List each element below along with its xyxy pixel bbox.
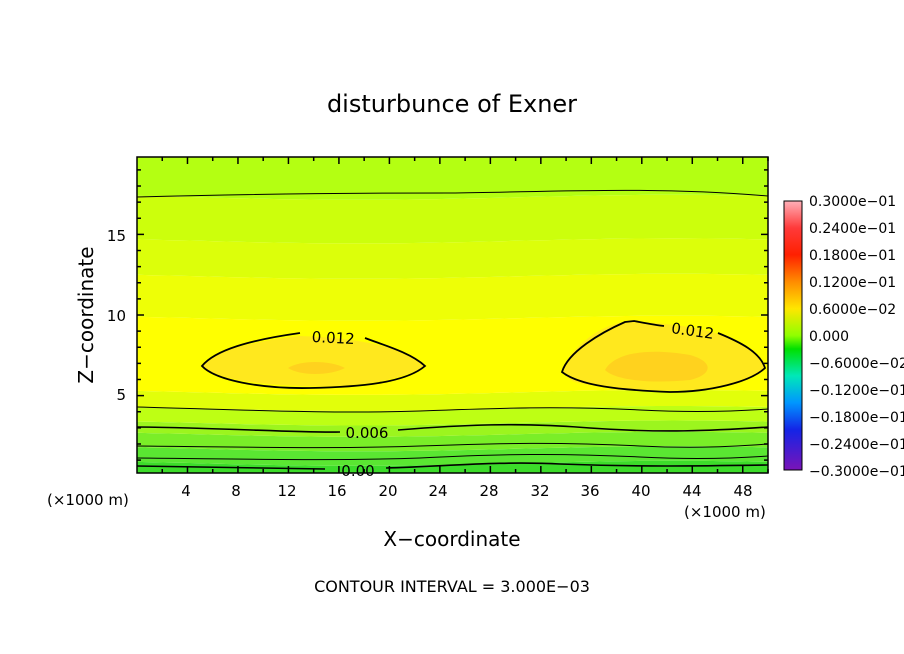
z-unit-label: (×1000 m): [47, 491, 129, 509]
y-axis-label: Z−coordinate: [74, 246, 98, 383]
y-tick-label: 10: [107, 307, 126, 325]
x-unit-label: (×1000 m): [684, 503, 766, 521]
colorbar-labels: 0.3000e−01 0.2400e−01 0.1800e−01 0.1200e…: [809, 194, 904, 480]
colorbar-label: −0.6000e−02: [809, 356, 904, 372]
core-right-inner: [605, 351, 708, 382]
contour-interval: CONTOUR INTERVAL = 3.000E−03: [314, 577, 590, 596]
contour-label-000: 0.00: [341, 462, 374, 480]
fill-band-5: [137, 406, 768, 426]
contour-label-012-right: 0.012: [670, 319, 715, 343]
x-tick-label: 32: [530, 482, 549, 500]
x-tick-label: 28: [479, 482, 498, 500]
chart-title: disturbunce of Exner: [327, 90, 577, 118]
fill-band-4: [137, 420, 768, 437]
y-tick-label: 15: [107, 227, 126, 245]
x-tick-label: 20: [378, 482, 397, 500]
colorbar-label: 0.1800e−01: [809, 248, 896, 264]
colorbar-label: 0.6000e−02: [809, 302, 896, 318]
colorbar: [783, 200, 803, 471]
y-tick-label: 5: [116, 386, 126, 404]
fill-band-1: [137, 460, 768, 473]
colorbar-label: −0.1200e−01: [809, 383, 904, 399]
contour-line-thin-b: [136, 442, 769, 449]
contour-label-006: 0.006: [346, 424, 389, 442]
x-tick-label: 24: [428, 482, 447, 500]
core-left-inner: [288, 362, 345, 374]
fill-band-11: [137, 157, 768, 200]
colorbar-label: −0.3000e−01: [809, 464, 904, 480]
contour-labels: 0.012 0.012 0.006 0.00: [311, 319, 715, 480]
fill-band-10: [137, 194, 768, 244]
contour-line-000: [136, 462, 769, 470]
contour-line-thin-c: [136, 453, 769, 461]
warm-cores: [202, 322, 765, 391]
contour-line-012-right: [560, 320, 767, 393]
contour-line-thin-a: [136, 406, 769, 413]
colorbar-label: −0.1800e−01: [809, 410, 904, 426]
y-tick-labels: 5 10 15: [107, 227, 126, 404]
x-tick-label: 12: [277, 482, 296, 500]
x-tick-label: 48: [733, 482, 752, 500]
x-tick-label: 44: [682, 482, 701, 500]
colorbar-label: 0.2400e−01: [809, 221, 896, 237]
colorbar-label: −0.2400e−01: [809, 437, 904, 453]
x-tick-label: 40: [631, 482, 650, 500]
core-left-outer: [202, 336, 425, 387]
fill-band-6: [137, 389, 768, 411]
contour-line-012-left: [200, 332, 427, 389]
fill-band-3: [137, 431, 768, 452]
fill-band-9: [137, 238, 768, 279]
contour-label-012-left: 0.012: [311, 328, 355, 348]
axis-ticks: [137, 157, 769, 473]
x-axis-label: X−coordinate: [383, 527, 520, 551]
fill-band-8: [137, 273, 768, 321]
contour-line-top: [136, 189, 769, 198]
x-tick-label: 8: [231, 482, 241, 500]
x-tick-label: 4: [181, 482, 191, 500]
contour-line-006-upper: [136, 423, 769, 433]
x-tick-label: 36: [580, 482, 599, 500]
contour-lines: [136, 189, 769, 470]
x-tick-labels: 4 8 12 16 20 24 28 32 36 40 44 48: [181, 482, 752, 500]
x-tick-label: 16: [327, 482, 346, 500]
colorbar-label: 0.1200e−01: [809, 275, 896, 291]
colorbar-label: 0.3000e−01: [809, 194, 896, 210]
colorbar-label: 0.000: [809, 329, 849, 345]
